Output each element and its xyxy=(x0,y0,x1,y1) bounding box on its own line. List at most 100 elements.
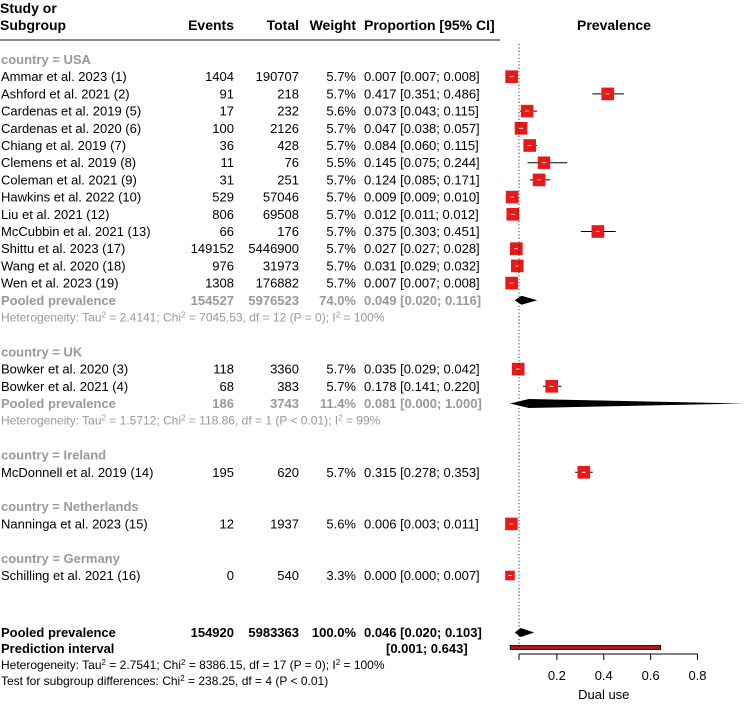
pooled-total: 5983363 xyxy=(248,625,299,640)
study-total: 540 xyxy=(277,568,299,583)
plot-marks: 0.2 0.4 0.6 0.8 Dual use xyxy=(505,44,744,702)
study-weight: 5.7% xyxy=(326,276,356,291)
pooled-weight: 11.4% xyxy=(320,396,357,411)
study-events: 195 xyxy=(212,465,234,480)
study-ci: 0.012 [0.011; 0.012] xyxy=(364,207,479,222)
study-events: 17 xyxy=(220,104,234,119)
study-weight: 5.7% xyxy=(326,465,356,480)
study-name: Ammar et al. 2023 (1) xyxy=(1,69,127,84)
study-events: 11 xyxy=(221,155,235,170)
study-total: 76 xyxy=(285,155,299,170)
study-events: 118 xyxy=(213,362,234,377)
header-events: Events xyxy=(188,17,234,33)
study-events: 149152 xyxy=(191,241,234,256)
study-events: 12 xyxy=(220,516,234,531)
study-weight: 5.7% xyxy=(326,121,356,136)
study-name: McDonnell et al. 2019 (14) xyxy=(1,465,153,480)
overall-pooled-label: Pooled prevalence xyxy=(1,625,116,640)
study-name: Schilling et al. 2021 (16) xyxy=(1,568,140,583)
study-events: 31 xyxy=(220,172,234,187)
study-events: 806 xyxy=(212,207,234,222)
study-weight: 5.6% xyxy=(326,104,356,119)
study-total: 190707 xyxy=(256,69,299,84)
subgroup-test-text: Test for subgroup differences: Chi2 = 23… xyxy=(1,674,328,688)
header-total: Total xyxy=(267,17,299,33)
study-weight: 5.7% xyxy=(326,241,356,256)
pooled-ci: 0.049 [0.020; 0.116] xyxy=(364,293,481,308)
study-name: McCubbin et al. 2021 (13) xyxy=(1,224,151,239)
subgroup-label: country = Ireland xyxy=(1,448,106,463)
heterogeneity-text: Heterogeneity: Tau2 = 2.7541; Chi2 = 838… xyxy=(1,658,385,672)
study-name: Coleman et al. 2021 (9) xyxy=(1,172,137,187)
header-proportion: Proportion [95% CI] xyxy=(364,17,495,33)
study-total: 57046 xyxy=(263,190,299,205)
pooled-total: 3743 xyxy=(270,396,299,411)
header-study: Study or xyxy=(0,0,57,16)
study-total: 2126 xyxy=(270,121,299,136)
study-name: Bowker et al. 2020 (3) xyxy=(1,362,128,377)
pooled-weight: 100.0% xyxy=(312,625,357,640)
study-name: Shittu et al. 2023 (17) xyxy=(1,241,125,256)
pooled-total: 5976523 xyxy=(248,293,299,308)
study-total: 620 xyxy=(277,465,299,480)
study-events: 100 xyxy=(212,121,234,136)
study-name: Liu et al. 2021 (12) xyxy=(1,207,109,222)
study-total: 31973 xyxy=(263,258,299,273)
pooled-label: Pooled prevalence xyxy=(1,396,116,411)
study-weight: 5.7% xyxy=(326,172,356,187)
prediction-interval-ci: [0.001; 0.643] xyxy=(386,641,468,656)
study-weight: 5.7% xyxy=(326,190,356,205)
study-ci: 0.027 [0.027; 0.028] xyxy=(364,241,480,256)
study-weight: 5.7% xyxy=(326,86,356,101)
study-name: Clemens et al. 2019 (8) xyxy=(1,155,136,170)
pooled-events: 154920 xyxy=(191,625,234,640)
study-events: 976 xyxy=(212,258,234,273)
pooled-label: Pooled prevalence xyxy=(1,293,116,308)
study-events: 0 xyxy=(227,568,234,583)
prediction-interval-bar xyxy=(509,645,662,650)
subgroup-label: country = Germany xyxy=(1,551,121,566)
x-tick-label: 0.8 xyxy=(688,668,706,683)
header-subgroup: Subgroup xyxy=(0,17,66,33)
study-total: 383 xyxy=(277,379,299,394)
study-name: Wang et al. 2020 (18) xyxy=(1,258,126,273)
study-ci: 0.145 [0.075; 0.244] xyxy=(364,155,480,170)
study-ci: 0.084 [0.060; 0.115] xyxy=(364,138,479,153)
study-total: 5446900 xyxy=(248,241,299,256)
study-weight: 5.5% xyxy=(326,155,356,170)
study-name: Bowker et al. 2021 (4) xyxy=(1,379,128,394)
study-name: Cardenas et al. 2019 (5) xyxy=(1,104,141,119)
study-weight: 5.7% xyxy=(326,224,356,239)
subgroup-label: country = USA xyxy=(1,52,92,67)
study-ci: 0.124 [0.085; 0.171] xyxy=(364,172,480,187)
pooled-ci: 0.046 [0.020; 0.103] xyxy=(364,625,482,640)
prediction-interval-label: Prediction interval xyxy=(1,641,114,656)
study-events: 36 xyxy=(220,138,234,153)
study-name: Nanninga et al. 2023 (15) xyxy=(1,516,148,531)
study-total: 69508 xyxy=(263,207,299,222)
study-total: 218 xyxy=(277,86,299,101)
study-name: Ashford et al. 2021 (2) xyxy=(1,86,130,101)
header-weight: Weight xyxy=(310,17,357,33)
pooled-events: 154527 xyxy=(191,293,234,308)
table-rows: country = USA Ammar et al. 2023 (1) 1404 19… xyxy=(1,52,482,688)
pooled-events: 186 xyxy=(212,396,234,411)
study-total: 232 xyxy=(277,104,299,119)
study-total: 251 xyxy=(277,172,299,187)
x-tick-label: 0.4 xyxy=(595,668,613,683)
heterogeneity-text: Heterogeneity: Tau2 = 1.5712; Chi2 = 118… xyxy=(1,414,381,428)
subgroup-label: country = Netherlands xyxy=(1,499,139,514)
subgroup-label: country = UK xyxy=(1,344,83,359)
study-ci: 0.417 [0.351; 0.486] xyxy=(364,86,480,101)
x-axis-label: Dual use xyxy=(578,687,629,702)
study-total: 428 xyxy=(277,138,299,153)
x-tick-label: 0.2 xyxy=(548,668,566,683)
study-total: 176882 xyxy=(256,276,299,291)
study-ci: 0.375 [0.303; 0.451] xyxy=(364,224,480,239)
column-headers: Study or Subgroup Events Total Weight Pr… xyxy=(0,0,651,41)
study-ci: 0.031 [0.029; 0.032] xyxy=(364,258,480,273)
study-ci: 0.315 [0.278; 0.353] xyxy=(364,465,480,480)
study-total: 1937 xyxy=(270,516,299,531)
study-weight: 5.7% xyxy=(326,362,356,377)
